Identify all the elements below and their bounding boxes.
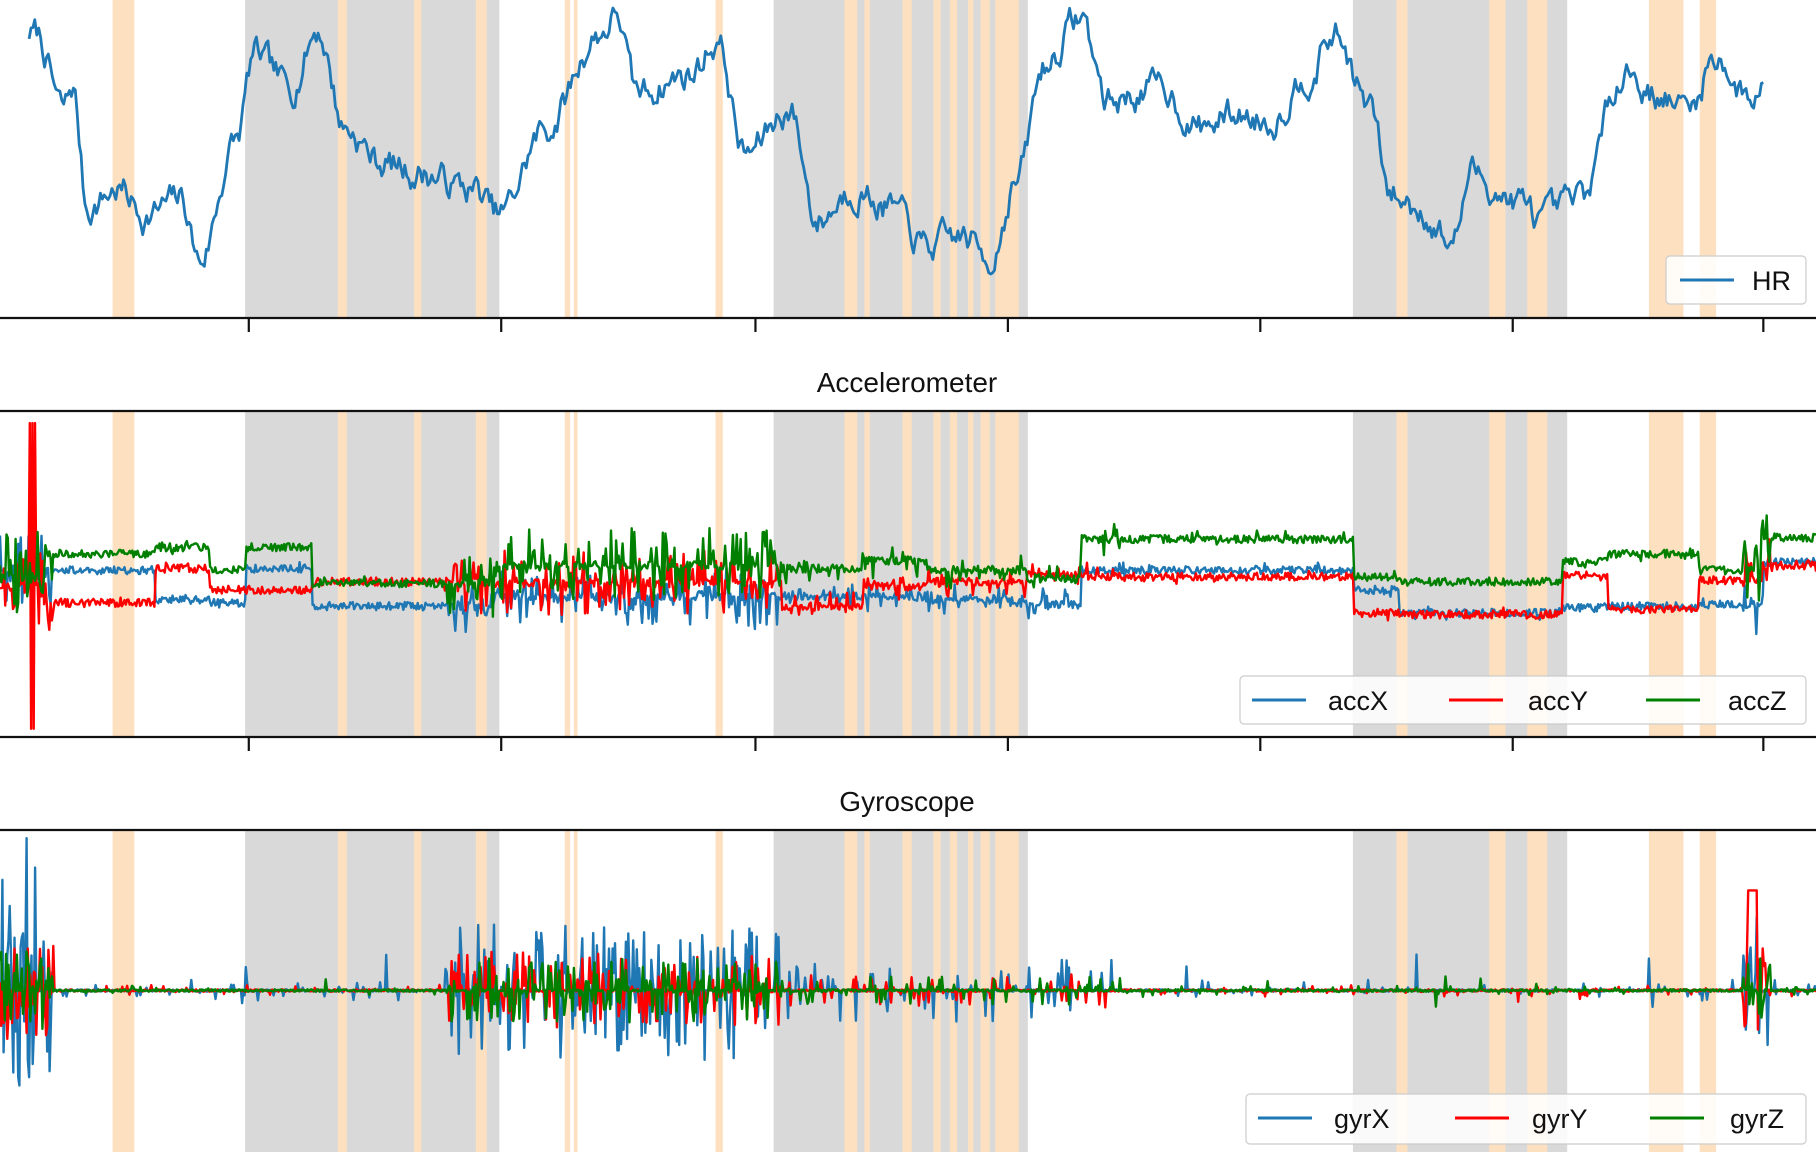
accelerometer-series (0, 421, 1816, 730)
orange-region (864, 0, 870, 318)
gyrz-legend-label: gyrZ (1730, 1104, 1784, 1134)
orange-region (902, 411, 912, 737)
hr-panel: HR (0, 0, 1816, 332)
gyrz-line (0, 950, 1816, 1030)
orange-region (1699, 411, 1717, 737)
orange-region (1489, 0, 1506, 318)
gyrx-legend-label: gyrX (1334, 1104, 1390, 1134)
accelerometer-ticks (247, 737, 1765, 751)
gyroscope-legend-frame (1245, 1093, 1807, 1145)
hr-legend: HR (1665, 255, 1807, 305)
accy-line (0, 421, 1816, 730)
orange-region (967, 0, 974, 318)
orange-region (844, 0, 858, 318)
orange-region (1527, 0, 1548, 318)
orange-region (414, 411, 422, 737)
orange-region (949, 0, 958, 318)
orange-region (902, 0, 912, 318)
orange-region (715, 0, 723, 318)
orange-region (337, 411, 347, 737)
accz-legend-label: accZ (1728, 686, 1787, 716)
orange-region (1527, 411, 1548, 737)
orange-region (1396, 411, 1408, 737)
orange-region (933, 0, 941, 318)
hr-ticks (247, 318, 1765, 332)
orange-region (414, 0, 422, 318)
orange-region (933, 411, 941, 737)
orange-region (1489, 411, 1506, 737)
gray-region (245, 0, 500, 318)
accelerometer-title: Accelerometer (817, 367, 998, 398)
gray-region (773, 0, 1028, 318)
orange-region (112, 411, 135, 737)
gyroscope-title: Gyroscope (839, 786, 974, 817)
accx-legend-label: accX (1328, 686, 1388, 716)
accy-legend-label: accY (1528, 686, 1588, 716)
hr-legend-label: HR (1752, 266, 1791, 296)
orange-region (112, 0, 135, 318)
orange-region (1396, 0, 1408, 318)
hr-line (27, 6, 1764, 276)
accelerometer-legend-frame (1239, 675, 1807, 725)
gyroscope-legend: gyrX gyrY gyrZ (1245, 1093, 1807, 1145)
orange-region (475, 0, 487, 318)
orange-region (949, 411, 958, 737)
orange-region (337, 0, 347, 318)
hr-series (27, 6, 1764, 276)
accelerometer-legend: accX accY accZ (1239, 675, 1807, 725)
gyroscope-panel: gyrX gyrY gyrZ (0, 828, 1816, 1152)
orange-region (980, 0, 990, 318)
gyry-legend-label: gyrY (1532, 1104, 1588, 1134)
hr-legend-frame (1665, 255, 1807, 305)
orange-region (864, 411, 870, 737)
orange-region (573, 0, 578, 318)
orange-region (995, 0, 1019, 318)
accelerometer-panel: accX accY accZ (0, 409, 1816, 751)
hr-shaded-regions (112, 0, 1717, 318)
orange-region (967, 411, 974, 737)
gyroscope-series (0, 837, 1816, 1087)
orange-region (564, 0, 571, 318)
accz-line (0, 514, 1816, 618)
gray-region (773, 411, 1028, 737)
orange-region (844, 411, 858, 737)
